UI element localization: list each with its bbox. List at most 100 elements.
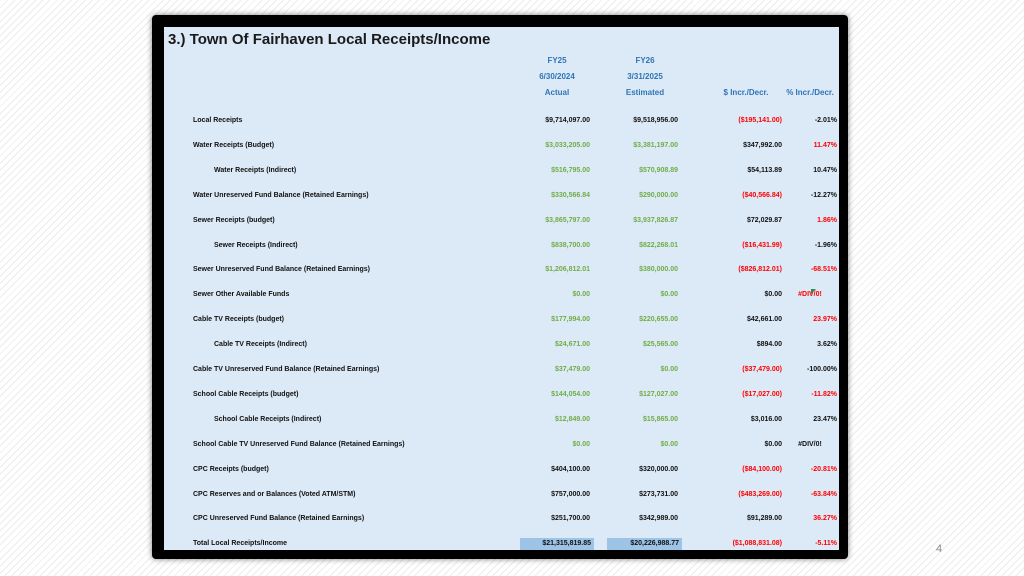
table-row: Total Local Receipts/Income $21,315,819.8…: [164, 538, 839, 550]
row-label: Water Unreserved Fund Balance (Retained …: [193, 191, 369, 199]
incr-decr-cell: $3,016.00: [750, 415, 782, 423]
fy26-estimated-cell: $20,226,988.77: [607, 538, 682, 550]
pct-change-cell: #DIV/0!: [798, 291, 822, 299]
pct-change-cell: -2.01%: [814, 117, 837, 124]
fy25-header-type: Actual: [544, 88, 570, 97]
fy26-estimated-cell: $320,000.00: [639, 465, 678, 473]
row-label: Sewer Receipts (Indirect): [214, 241, 298, 249]
fy25-actual-cell: $251,700.00: [551, 515, 590, 523]
fy26-estimated-cell: $0.00: [660, 291, 678, 299]
row-label: Sewer Other Available Funds: [193, 291, 290, 299]
incr-decr-cell: $347,992.00: [743, 141, 782, 149]
incr-decr-cell: ($40,566.84): [742, 191, 782, 199]
fy26-header-type: Estimated: [625, 88, 665, 97]
fy26-estimated-cell: $9,518,956.00: [633, 117, 678, 124]
incr-decr-cell: ($84,100.00): [742, 465, 782, 473]
fy25-actual-cell: $330,566.84: [551, 191, 590, 199]
fy26-estimated-cell: $0.00: [660, 440, 678, 448]
pct-change-cell: -12.27%: [810, 191, 837, 199]
fy25-actual-cell: $3,865,797.00: [545, 216, 590, 224]
incr-decr-cell: $72,029.87: [746, 216, 782, 224]
fy26-estimated-cell: $822,268.01: [639, 241, 678, 249]
table-row: School Cable Receipts (budget) $144,054.0…: [164, 391, 839, 405]
pct-change-cell: -100.00%: [807, 366, 837, 373]
fy26-estimated-cell: $570,908.89: [639, 166, 678, 174]
fy26-estimated-cell: $273,731.00: [639, 490, 678, 498]
fy26-estimated-cell: $25,565.00: [642, 341, 678, 349]
pct-change-cell: 36.27%: [813, 515, 837, 523]
table-row: Cable TV Unreserved Fund Balance (Retain…: [164, 366, 839, 380]
table-row: Local Receipts $9,714,097.00 $9,518,956.00…: [164, 117, 839, 131]
fy26-estimated-cell: $15,865.00: [642, 415, 678, 423]
fy26-estimated-cell: $3,937,826.87: [633, 216, 678, 224]
fy25-actual-cell: $0.00: [572, 440, 590, 448]
table-row: CPC Reserves and or Balances (Voted ATM/…: [164, 491, 839, 505]
row-label: Sewer Unreserved Fund Balance (Retained …: [193, 266, 370, 274]
table-row: Sewer Other Available Funds $0.00 $0.00 $0.…: [164, 291, 839, 305]
incr-decr-cell: $894.00: [756, 341, 782, 349]
fy25-header-year: FY25: [547, 56, 567, 65]
row-label: Cable TV Unreserved Fund Balance (Retain…: [193, 366, 380, 373]
row-label: Water Receipts (Budget): [193, 141, 275, 149]
row-label: CPC Receipts (budget): [193, 465, 269, 473]
incr-decr-cell: ($195,141.00): [738, 117, 782, 124]
pct-change-cell: 11.47%: [813, 141, 837, 149]
row-label: CPC Reserves and or Balances (Voted ATM/…: [193, 490, 356, 498]
fy25-actual-cell: $404,100.00: [551, 465, 590, 473]
incr-decr-cell: $54,113.89: [747, 166, 782, 174]
fy25-actual-cell: $37,479.00: [554, 366, 590, 373]
incr-decr-cell: ($826,812.01): [738, 266, 782, 274]
incr-decr-cell: $42,661.00: [746, 316, 782, 324]
pct-change-cell: -1.96%: [814, 241, 837, 249]
row-label: School Cable Receipts (budget): [193, 390, 299, 398]
table-row: Cable TV Receipts (Indirect) $24,671.00 $2…: [164, 341, 839, 355]
page-number: 4: [936, 543, 943, 555]
incr-decr-cell: ($37,479.00): [742, 366, 782, 373]
incr-decr-cell: $0.00: [764, 291, 782, 299]
row-label: Sewer Receipts (budget): [193, 216, 275, 224]
incr-decr-cell: $0.00: [764, 440, 782, 448]
incr-decr-cell: ($1,088,831.08): [732, 540, 782, 548]
pct-change-cell: -68.51%: [810, 266, 837, 274]
pct-change-cell: 23.97%: [813, 316, 837, 324]
fy25-actual-cell: $757,000.00: [551, 490, 590, 498]
fy26-estimated-cell: $290,000.00: [639, 191, 678, 199]
incr-decr-cell: ($17,027.00): [742, 390, 782, 398]
pct-change-cell: 10.47%: [813, 166, 837, 174]
table-row: School Cable Receipts (Indirect) $12,849.…: [164, 416, 839, 430]
pct-change-cell: 3.62%: [817, 341, 837, 349]
row-label: School Cable TV Unreserved Fund Balance …: [193, 440, 405, 448]
fy26-estimated-cell: $3,381,197.00: [633, 141, 678, 149]
fy25-actual-cell: $9,714,097.00: [545, 117, 590, 124]
row-label: Cable TV Receipts (budget): [193, 316, 285, 324]
fy25-actual-cell: $12,849.00: [554, 415, 590, 423]
table-row: Water Receipts (Budget) $3,033,205.00 $3,3…: [164, 142, 839, 156]
page-title: 3.) Town Of Fairhaven Local Receipts/Inc…: [168, 31, 491, 48]
incr-decr-cell: ($483,269.00): [738, 490, 782, 498]
row-label: CPC Unreserved Fund Balance (Retained Ea…: [193, 515, 365, 523]
fy25-actual-cell: $21,315,819.85: [520, 538, 594, 550]
fy25-actual-cell: $0.00: [572, 291, 590, 299]
row-label: Cable TV Receipts (Indirect): [214, 341, 307, 349]
fy26-estimated-cell: $127,027.00: [639, 390, 678, 398]
fy25-actual-cell: $3,033,205.00: [545, 141, 590, 149]
cell-comment-icon: [811, 289, 816, 294]
fy25-actual-cell: $24,671.00: [554, 341, 590, 349]
fy25-actual-cell: $144,054.00: [551, 390, 590, 398]
table-row: Sewer Receipts (Indirect) $838,700.00 $822…: [164, 242, 839, 256]
table-row: Sewer Receipts (budget) $3,865,797.00 $3,9…: [164, 217, 839, 231]
table-row: Water Receipts (Indirect) $516,795.00 $570…: [164, 167, 839, 181]
pct-change-cell: 23.47%: [813, 415, 837, 423]
pct-change-cell: -5.11%: [815, 540, 837, 548]
table-row: Cable TV Receipts (budget) $177,994.00 $22…: [164, 316, 839, 330]
row-label: Total Local Receipts/Income: [193, 540, 288, 548]
table-row: CPC Unreserved Fund Balance (Retained Ea…: [164, 515, 839, 529]
fy26-estimated-cell: $342,989.00: [639, 515, 678, 523]
fy26-estimated-cell: $220,655.00: [639, 316, 678, 324]
row-label: School Cable Receipts (Indirect): [214, 415, 322, 423]
incr-decr-cell: ($16,431.99): [742, 241, 782, 249]
row-label: Local Receipts: [193, 117, 243, 124]
fy26-estimated-cell: $0.00: [660, 366, 678, 373]
incr-decr-cell: $91,289.00: [746, 515, 782, 523]
row-label: Water Receipts (Indirect): [214, 166, 297, 174]
